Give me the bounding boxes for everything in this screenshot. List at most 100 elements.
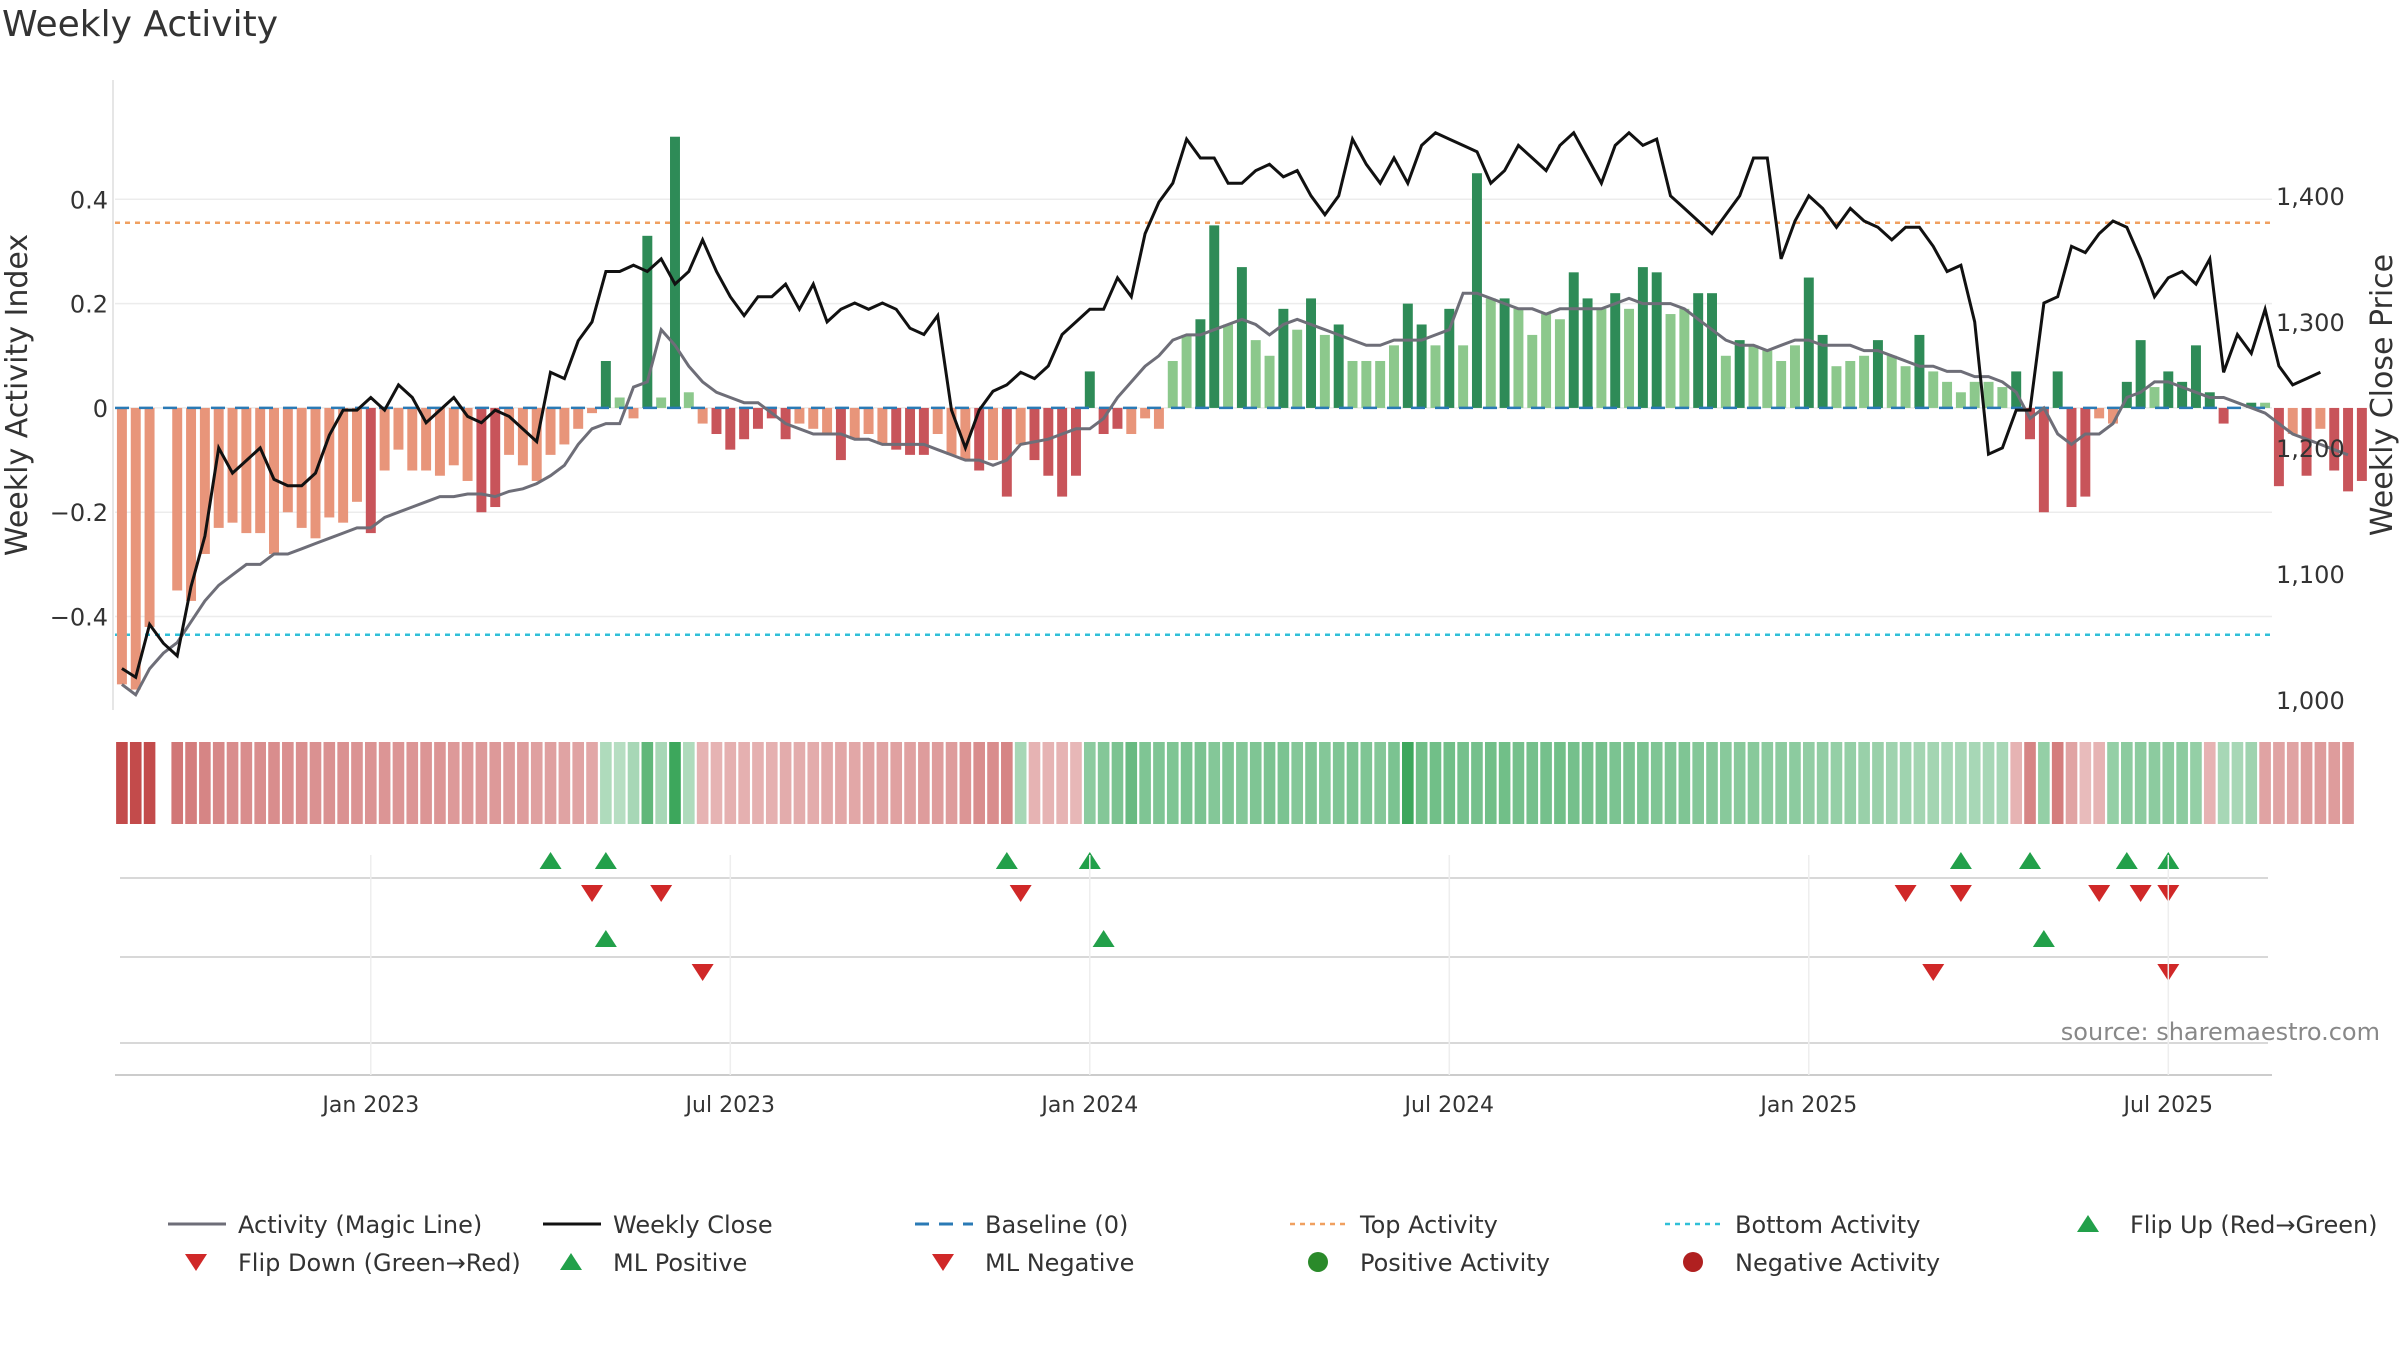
heat-strip-cell [1484,742,1497,824]
activity-bar [1070,407,1081,476]
activity-bar [1347,360,1358,408]
heat-strip-cell [212,742,225,824]
activity-bar [1098,407,1109,435]
heat-strip-cell [364,742,377,824]
flip-down-marker [1009,885,1032,902]
activity-bar [1859,355,1870,408]
heat-strip-cell [765,742,778,824]
activity-bar [614,397,625,408]
heat-strip-cell [641,742,654,824]
activity-bar [1057,407,1068,497]
legend-label: Baseline (0) [985,1211,1128,1239]
activity-bar [504,407,515,455]
activity-bar [2329,407,2340,471]
flip-up-marker [539,852,562,869]
activity-bar [1596,308,1607,408]
heat-strip-cell [295,742,308,824]
flip-down-marker [1894,885,1917,902]
heat-strip-cell [420,742,432,824]
legend-label: Positive Activity [1360,1249,1550,1277]
activity-bar [1914,334,1925,408]
activity-bar [144,407,155,627]
activity-bar [877,407,888,445]
heat-strip-cell [1180,742,1193,824]
heat-strip-cell [1512,742,1525,824]
heat-strip-cell [987,742,999,824]
heat-strip-cell [530,742,543,824]
heat-strip-cell [2051,742,2064,824]
activity-bar [2343,407,2354,492]
activity-bar [2190,345,2201,408]
heat-strip-cell [724,742,737,824]
heat-strip-cell [1761,742,1774,824]
activity-bar [130,407,141,690]
legend-label: ML Positive [613,1249,747,1277]
y2-tick-label: 1,400 [2276,183,2345,211]
activity-bar [905,407,916,455]
activity-bar [1375,360,1386,408]
legend-swatch [2077,1215,2099,1232]
heat-strip-cell [323,742,336,824]
heat-strip-cell [1056,742,1068,824]
legend-swatch [1308,1252,1328,1272]
y-axis-label: Weekly Activity Index [0,234,35,556]
heat-strip-cell [696,742,709,824]
legend: Activity (Magic Line) Weekly Close Baselin… [168,1211,2378,1277]
heat-strip-cell [447,742,460,824]
activity-bar [697,407,708,424]
y-tick-label: −0.4 [50,604,108,632]
heat-strip-cell [1554,742,1566,824]
activity-bar [1112,407,1123,429]
heat-strip-cell [2024,742,2036,824]
activity-bar [255,407,266,534]
heat-strip-cell [1346,742,1359,824]
legend-label: Activity (Magic Line) [238,1211,482,1239]
series-lines [120,130,2349,698]
heat-strip-cell [2217,742,2230,824]
heat-strip-cell [1637,742,1649,824]
activity-bar [1444,308,1455,408]
y2-tick-label: 1,300 [2276,309,2345,337]
activity-bar [863,407,874,435]
x-tick-label: Jan 2023 [320,1093,419,1118]
heat-strip-cell [434,742,446,824]
x-axis: Jan 2023 Jul 2023 Jan 2024 Jul 2024 Jan 2025… [115,855,2272,1118]
legend-label: Flip Down (Green→Red) [238,1249,521,1277]
legend-item: Activity (Magic Line) [168,1211,482,1239]
activity-bar [227,407,238,523]
heat-strip-cell [406,742,419,824]
activity-bar [1554,319,1565,408]
heat-strip-cell [1885,742,1898,824]
activity-bar [379,407,390,471]
heat-strip-cell [129,742,142,824]
heat-strip-cell [116,742,128,824]
activity-bar [2356,407,2367,481]
heat-strip-cell [1996,742,2009,824]
heat-strip-cell [931,742,944,824]
legend-item: Negative Activity [1683,1249,1940,1277]
activity-bar [462,407,473,481]
axes: 0.4 0.2 0 −0.2 −0.4 1,400 1,300 1,200 1,100 1,000 [50,80,2345,715]
activity-bar [573,407,584,429]
activity-bar [656,397,667,408]
heat-strip-cell [1111,742,1124,824]
y2-tick-label: 1,200 [2276,435,2345,463]
heat-strip-cell [1540,742,1552,824]
activity-bar [1942,381,1953,408]
activity-bar [2011,371,2022,408]
heat-strip-cell [2342,742,2354,824]
heat-strip-cell [1941,742,1953,824]
heat-strip-cell [1277,742,1290,824]
heat-strip-cell [2328,742,2341,824]
activity-bar [1223,324,1234,408]
activity-bar [517,407,528,466]
heat-strip-cell [945,742,958,824]
legend-item: Weekly Close [543,1211,773,1239]
heat-strip-cell [1083,742,1096,824]
activity-bar [1928,371,1939,408]
heat-strip-cell [254,742,266,824]
activity-bar [946,407,957,455]
activity-bar [1153,407,1164,429]
heat-strip-cell [613,742,626,824]
